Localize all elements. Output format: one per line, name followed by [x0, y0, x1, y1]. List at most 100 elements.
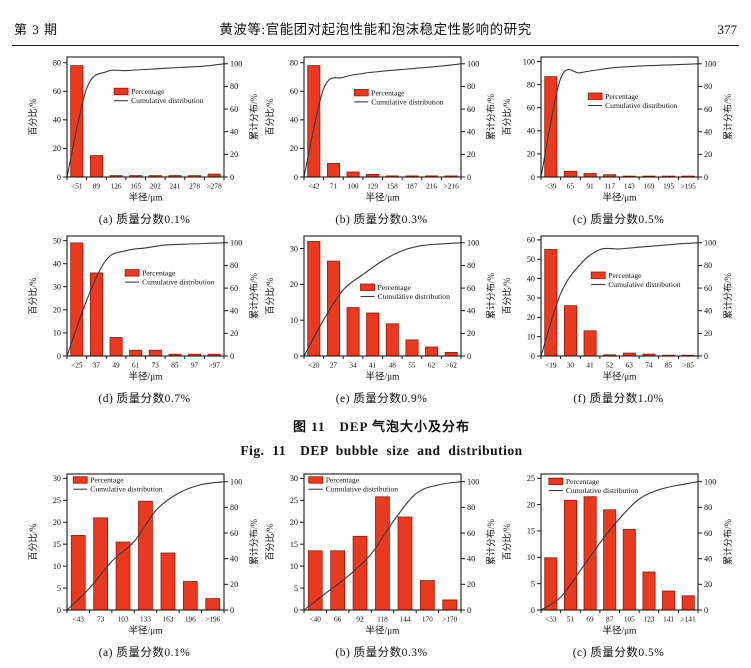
svg-text:60: 60 [230, 529, 238, 538]
header-rule [12, 45, 739, 46]
svg-text:>62: >62 [445, 361, 457, 370]
svg-text:20: 20 [53, 306, 61, 315]
svg-text:195: 195 [663, 182, 674, 191]
svg-text:0: 0 [531, 173, 535, 182]
svg-text:<20: <20 [308, 361, 320, 370]
svg-text:Cumulative distribution: Cumulative distribution [142, 278, 215, 287]
svg-text:60: 60 [527, 236, 535, 245]
svg-text:20: 20 [230, 329, 238, 338]
svg-text:百分比/%: 百分比/% [27, 98, 38, 136]
svg-text:0: 0 [467, 352, 471, 361]
svg-text:80: 80 [467, 503, 475, 512]
svg-text:20: 20 [527, 313, 535, 322]
svg-text:144: 144 [399, 615, 410, 624]
chart-cell-bottom-a-0-1pct: 0 5 10 15 20 25 30 0 20 40 60 80 100 <43 73 103 133 163 19… [26, 467, 263, 660]
chart-canvas-a: 0 20 40 60 80 0 20 40 60 80 100 <51 89 126 165 202 241 27… [26, 50, 263, 213]
svg-text:0: 0 [294, 606, 298, 615]
chart-subcaption: (c) 质量分数0.5% [572, 647, 665, 659]
svg-text:52: 52 [606, 361, 614, 370]
svg-text:202: 202 [150, 182, 161, 191]
svg-text:85: 85 [171, 361, 179, 370]
svg-text:百分比/%: 百分比/% [501, 523, 512, 561]
svg-text:80: 80 [704, 82, 712, 91]
svg-text:158: 158 [387, 182, 398, 191]
svg-text:80: 80 [704, 503, 712, 512]
svg-text:<25: <25 [71, 361, 83, 370]
chart-canvas: 0 5 10 15 20 25 30 0 20 40 60 80 100 <40 66 92 118 144 170… [264, 473, 496, 637]
svg-text:10: 10 [290, 316, 298, 325]
svg-text:40: 40 [53, 259, 61, 268]
svg-text:97: 97 [191, 361, 199, 370]
chart-subcaption: (b) 质量分数0.3% [335, 647, 428, 659]
svg-text:<40: <40 [310, 615, 322, 624]
svg-text:Percentage: Percentage [378, 283, 412, 292]
svg-text:60: 60 [467, 529, 475, 538]
chart-cell-bottom-c-0-5pct: 0 5 10 15 20 25 0 20 40 60 80 100 <33 51 69 87 105 123 141… [500, 467, 737, 660]
svg-text:20: 20 [704, 150, 712, 159]
svg-text:25: 25 [290, 496, 298, 505]
svg-text:20: 20 [290, 518, 298, 527]
svg-text:100: 100 [230, 239, 242, 248]
svg-text:10: 10 [527, 332, 535, 341]
svg-text:<39: <39 [545, 182, 557, 191]
svg-text:40: 40 [53, 116, 61, 125]
chart-canvas-bottom-b: 0 5 10 15 20 25 30 0 20 40 60 80 100 <40 66 92 118 144 170… [263, 467, 500, 646]
svg-text:10: 10 [53, 329, 61, 338]
svg-text:累计分布/%: 累计分布/% [485, 272, 496, 319]
svg-text:105: 105 [624, 615, 635, 624]
svg-text:<42: <42 [308, 182, 320, 191]
svg-text:41: 41 [586, 361, 594, 370]
svg-text:91: 91 [586, 182, 594, 191]
svg-text:0: 0 [230, 173, 234, 182]
svg-text:20: 20 [527, 500, 535, 509]
svg-text:80: 80 [467, 261, 475, 270]
svg-text:60: 60 [467, 105, 475, 114]
svg-text:100: 100 [704, 239, 716, 248]
svg-text:百分比/%: 百分比/% [501, 98, 512, 136]
chart-subcaption: (d) 质量分数0.7% [98, 393, 191, 405]
svg-text:<51: <51 [71, 182, 83, 191]
svg-text:71: 71 [330, 182, 338, 191]
svg-text:5: 5 [531, 579, 535, 588]
svg-text:60: 60 [704, 529, 712, 538]
svg-text:60: 60 [53, 87, 61, 96]
svg-text:累计分布/%: 累计分布/% [248, 518, 259, 565]
svg-text:20: 20 [467, 580, 475, 589]
svg-text:40: 40 [704, 307, 712, 316]
svg-text:69: 69 [586, 615, 594, 624]
chart-canvas-d: 0 10 20 30 40 50 0 20 40 60 80 100 <25 37 49 61 73 85 97 >9… [26, 229, 263, 392]
svg-text:80: 80 [230, 261, 238, 270]
svg-text:半径/μm: 半径/μm [602, 371, 637, 383]
svg-text:Percentage: Percentage [566, 477, 600, 486]
svg-text:80: 80 [527, 80, 535, 89]
svg-text:累计分布/%: 累计分布/% [485, 93, 496, 140]
svg-text:Percentage: Percentage [90, 476, 124, 485]
svg-text:60: 60 [290, 87, 298, 96]
chart-canvas: 0 10 20 30 40 50 0 20 40 60 80 100 <25 37 49 61 73 85 97 >9… [27, 235, 259, 383]
svg-text:65: 65 [567, 182, 575, 191]
svg-text:0: 0 [57, 606, 61, 615]
svg-text:50: 50 [527, 255, 535, 264]
svg-text:累计分布/%: 累计分布/% [722, 272, 733, 319]
svg-text:62: 62 [428, 361, 436, 370]
chart-subcaption: (b) 质量分数0.3% [335, 214, 428, 226]
svg-text:Cumulative distribution: Cumulative distribution [90, 485, 163, 494]
svg-text:百分比/%: 百分比/% [264, 523, 275, 561]
chart-cell-e-0-9pct: 0 10 20 30 0 20 40 60 80 100 <20 27 34 41 48 55 62 >62 半径/… [263, 229, 500, 406]
svg-text:15: 15 [290, 540, 298, 549]
page-number: 377 [717, 22, 738, 37]
chart-canvas: 0 10 20 30 0 20 40 60 80 100 <20 27 34 41 48 55 62 >62 半径/… [264, 235, 496, 383]
svg-text:30: 30 [53, 283, 61, 292]
svg-text:165: 165 [130, 182, 141, 191]
svg-text:Cumulative distribution: Cumulative distribution [326, 485, 399, 494]
svg-text:40: 40 [704, 128, 712, 137]
svg-text:100: 100 [704, 60, 716, 69]
svg-text:80: 80 [704, 261, 712, 270]
svg-text:半径/μm: 半径/μm [602, 192, 637, 204]
svg-text:>170: >170 [442, 615, 457, 624]
svg-text:40: 40 [527, 127, 535, 136]
chart-canvas: 0 10 20 30 40 50 60 0 20 40 60 80 100 <19 30 41 52 63 74 85… [501, 235, 733, 383]
svg-text:15: 15 [53, 540, 61, 549]
svg-text:63: 63 [626, 361, 634, 370]
